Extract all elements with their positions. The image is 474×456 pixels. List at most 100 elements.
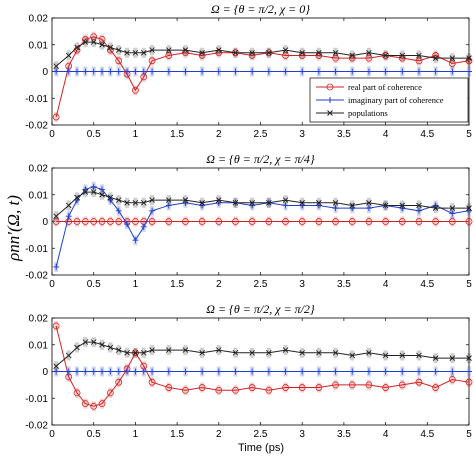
data-point <box>348 381 356 389</box>
x-tick-label: 2.5 <box>254 429 268 440</box>
data-point <box>466 368 472 375</box>
x-tick-label: 0 <box>49 279 55 290</box>
x-tick-label: 0.5 <box>87 429 101 440</box>
data-point <box>132 68 139 75</box>
data-point <box>332 368 339 375</box>
data-point <box>107 68 114 75</box>
data-point <box>349 202 356 209</box>
data-point <box>140 199 147 206</box>
data-point <box>82 39 89 45</box>
data-point <box>140 49 147 56</box>
data-point <box>65 213 72 220</box>
data-point <box>449 68 456 75</box>
data-point <box>148 57 156 65</box>
data-point <box>65 368 72 375</box>
data-point <box>398 218 406 225</box>
x-tick-label: 1.5 <box>170 279 184 290</box>
y-tick-label: 0.01 <box>29 340 49 351</box>
x-tick-label: 3.5 <box>337 429 351 440</box>
series-1 <box>52 216 473 227</box>
data-point <box>149 368 156 375</box>
data-point <box>232 386 239 394</box>
data-point <box>432 368 439 375</box>
data-point <box>115 207 122 214</box>
data-point <box>282 368 289 375</box>
data-point <box>232 368 239 375</box>
x-tick-label: 4 <box>383 129 389 140</box>
data-point <box>90 402 98 410</box>
data-point <box>124 221 131 228</box>
x-tick-label: 2 <box>216 279 222 290</box>
data-point <box>115 68 122 75</box>
panel-2: Ω = {θ = π/2, χ = π/4} 0 0.5 1 1.5 2 2.5 3 3.5 4 4… <box>25 152 473 290</box>
data-point <box>432 202 439 209</box>
data-point <box>165 218 173 225</box>
data-point <box>106 389 114 397</box>
data-point <box>316 49 322 56</box>
data-point <box>432 205 439 211</box>
data-point <box>74 68 81 75</box>
data-point <box>416 352 422 359</box>
y-tick-label: -0.02 <box>25 271 48 282</box>
data-point <box>399 68 406 75</box>
data-point <box>249 202 256 209</box>
data-point <box>215 218 223 225</box>
data-point <box>198 384 206 391</box>
data-point <box>74 368 81 375</box>
data-point <box>349 68 356 75</box>
data-point <box>266 349 272 356</box>
data-point <box>232 49 239 56</box>
data-point <box>266 199 272 206</box>
data-point <box>53 213 59 219</box>
data-point <box>248 384 256 391</box>
data-point <box>382 68 389 75</box>
series-2 <box>53 66 472 77</box>
data-point <box>249 68 256 75</box>
panel-title: Ω = {θ = π/2, χ = π/2} <box>206 302 315 316</box>
data-point <box>215 197 222 203</box>
data-point <box>65 202 72 209</box>
data-point <box>265 386 273 394</box>
data-point <box>282 347 289 353</box>
data-point <box>90 39 97 45</box>
data-point <box>365 218 373 225</box>
data-point <box>316 349 322 356</box>
data-point <box>149 68 156 75</box>
x-tick-label: 1 <box>133 279 139 290</box>
data-point <box>465 218 473 225</box>
data-point <box>215 47 222 53</box>
y-tick-label: -0.02 <box>25 421 48 432</box>
data-point <box>107 344 114 351</box>
data-point <box>466 355 472 361</box>
data-point <box>182 386 189 394</box>
data-point <box>382 202 389 209</box>
data-point <box>282 47 289 53</box>
data-point <box>149 207 156 214</box>
data-point <box>332 381 339 389</box>
data-point <box>466 55 472 61</box>
data-point <box>149 347 155 353</box>
y-tick-label: 0.01 <box>29 190 49 201</box>
data-point <box>140 68 147 75</box>
data-point <box>182 47 189 53</box>
data-point <box>249 49 255 56</box>
data-point <box>165 47 172 53</box>
y-tick-label: 0.02 <box>29 164 49 175</box>
data-point <box>165 347 172 353</box>
x-tick-label: 5 <box>466 129 472 140</box>
data-point <box>432 218 440 225</box>
data-point <box>248 218 256 225</box>
data-point <box>199 349 205 356</box>
data-point <box>115 218 123 225</box>
data-point <box>449 355 456 361</box>
x-tick-label: 3.5 <box>337 279 351 290</box>
y-tick-label: 0 <box>42 217 48 228</box>
data-point <box>299 202 306 209</box>
data-point <box>115 368 122 375</box>
x-tick-label: 4.5 <box>420 429 434 440</box>
data-point <box>165 197 172 203</box>
data-point <box>215 368 222 375</box>
data-point <box>124 349 130 356</box>
data-point <box>148 378 156 386</box>
data-point <box>107 368 114 375</box>
